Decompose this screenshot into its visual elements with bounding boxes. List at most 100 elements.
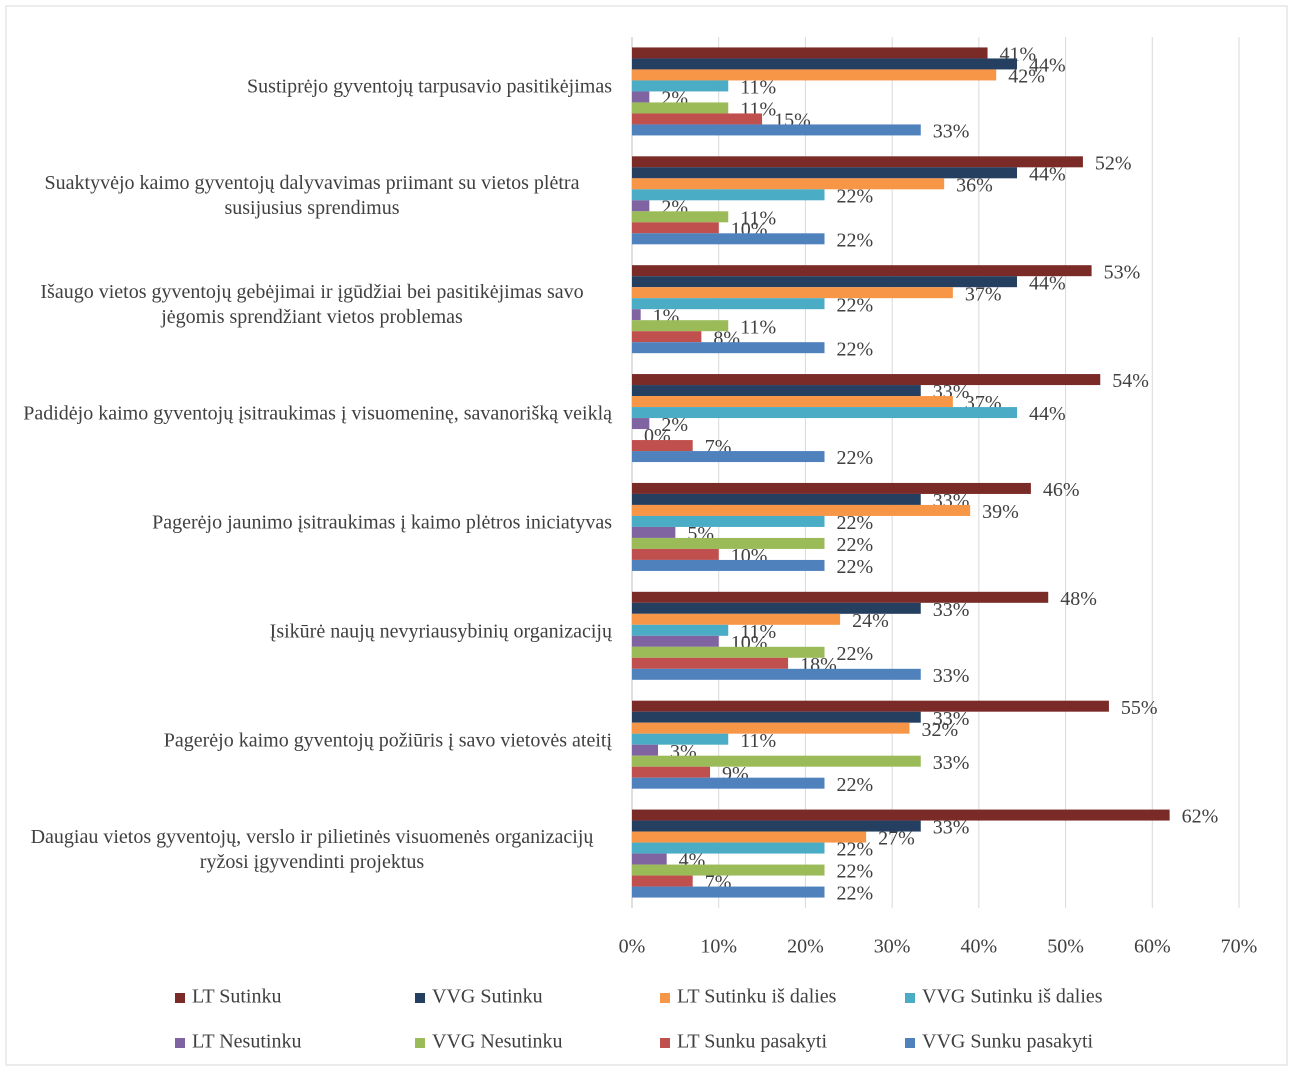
data-label: 52% xyxy=(1095,152,1132,174)
data-label: 36% xyxy=(956,174,993,196)
data-label: 22% xyxy=(837,512,874,534)
legend-swatch xyxy=(415,993,425,1003)
data-label: 42% xyxy=(1008,66,1045,88)
x-tick-label: 40% xyxy=(961,936,998,958)
data-label: 2% xyxy=(661,414,688,436)
bar xyxy=(632,287,953,299)
data-label: 53% xyxy=(1104,261,1141,283)
data-label: 11% xyxy=(740,621,776,643)
x-tick-label: 10% xyxy=(700,936,737,958)
data-label: 33% xyxy=(933,665,970,687)
bar xyxy=(632,624,729,636)
category-label: Pagerėjo kaimo gyventojų požiūris į savo… xyxy=(163,729,612,752)
bar xyxy=(632,440,693,452)
bar xyxy=(632,482,1031,494)
x-tick-label: 30% xyxy=(874,936,911,958)
legend-swatch xyxy=(660,1038,670,1048)
category-label: Sustiprėjo gyventojų tarpusavio pasitikė… xyxy=(247,75,612,98)
category-label: Padidėjo kaimo gyventojų įsitraukimas į … xyxy=(23,402,612,425)
data-label: 32% xyxy=(921,719,958,741)
legend-label: VVG Sutinku iš dalies xyxy=(922,986,1103,1008)
bar xyxy=(632,69,997,81)
category-label: Įsikūrė naujų nevyriausybinių organizaci… xyxy=(269,620,612,643)
bar xyxy=(632,374,1101,386)
legend-swatch xyxy=(175,1038,185,1048)
bar xyxy=(632,493,921,505)
data-label: 33% xyxy=(933,817,970,839)
legend-swatch xyxy=(175,993,185,1003)
bar xyxy=(632,156,1083,168)
bar xyxy=(632,211,729,223)
data-label: 22% xyxy=(837,534,874,556)
legend-label: LT Sutinku xyxy=(192,986,281,1008)
data-label: 11% xyxy=(740,316,776,338)
bar xyxy=(632,591,1049,603)
data-label: 37% xyxy=(965,283,1002,305)
x-tick-label: 60% xyxy=(1134,936,1171,958)
bar xyxy=(632,853,667,865)
data-label: 22% xyxy=(837,294,874,316)
bar xyxy=(632,342,825,354)
bar xyxy=(632,91,650,103)
data-label: 22% xyxy=(837,861,874,883)
bar xyxy=(632,668,921,680)
legend-label: VVG Sunku pasakyti xyxy=(922,1031,1094,1053)
data-label: 11% xyxy=(740,207,776,229)
bar xyxy=(632,722,910,734)
data-label: 27% xyxy=(878,828,915,850)
bar xyxy=(632,646,825,658)
bar xyxy=(632,504,971,516)
legend-swatch xyxy=(905,1038,915,1048)
category-label: Pagerėjo jaunimo įsitraukimas į kaimo pl… xyxy=(152,511,612,534)
data-label: 22% xyxy=(837,338,874,360)
bar xyxy=(632,418,650,430)
bar xyxy=(632,744,659,756)
data-label: 22% xyxy=(837,839,874,861)
bar xyxy=(632,864,825,876)
data-label: 22% xyxy=(837,185,874,207)
data-label: 33% xyxy=(933,599,970,621)
bar xyxy=(632,222,719,234)
data-label: 11% xyxy=(740,730,776,752)
bar xyxy=(632,526,676,538)
chart-border xyxy=(5,5,1288,1066)
category-label: Daugiau vietos gyventojų, verslo ir pili… xyxy=(30,825,594,873)
bar xyxy=(632,842,825,854)
bar xyxy=(632,200,650,212)
legend-label: VVG Sutinku xyxy=(432,986,543,1008)
bar xyxy=(632,58,1018,70)
data-label: 33% xyxy=(933,708,970,730)
bar xyxy=(632,537,825,549)
bar xyxy=(632,178,945,190)
bar xyxy=(632,711,921,723)
legend-swatch xyxy=(660,993,670,1003)
legend-swatch xyxy=(415,1038,425,1048)
data-label: 22% xyxy=(837,883,874,905)
legend-label: LT Sutinku iš dalies xyxy=(677,986,837,1008)
bar xyxy=(632,407,1018,419)
bar xyxy=(632,886,825,898)
bar xyxy=(632,733,729,745)
bar xyxy=(632,635,719,647)
bar xyxy=(632,602,921,614)
bar xyxy=(632,80,729,92)
bar xyxy=(632,47,988,59)
legend-label: VVG Nesutinku xyxy=(432,1031,563,1053)
bar xyxy=(632,331,702,343)
x-tick-label: 20% xyxy=(787,936,824,958)
bar xyxy=(632,657,789,669)
x-tick-label: 0% xyxy=(619,936,646,958)
bar xyxy=(632,113,763,125)
data-label: 54% xyxy=(1112,370,1149,392)
bar xyxy=(632,265,1092,277)
data-label: 33% xyxy=(933,121,970,143)
data-label: 24% xyxy=(852,610,889,632)
data-label: 39% xyxy=(982,501,1019,523)
data-label: 44% xyxy=(1029,403,1066,425)
category-label: Suaktyvėjo kaimo gyventojų dalyvavimas p… xyxy=(44,172,580,220)
bar xyxy=(632,396,953,408)
data-label: 22% xyxy=(837,229,874,251)
bar xyxy=(632,124,921,136)
bar xyxy=(632,167,1018,179)
